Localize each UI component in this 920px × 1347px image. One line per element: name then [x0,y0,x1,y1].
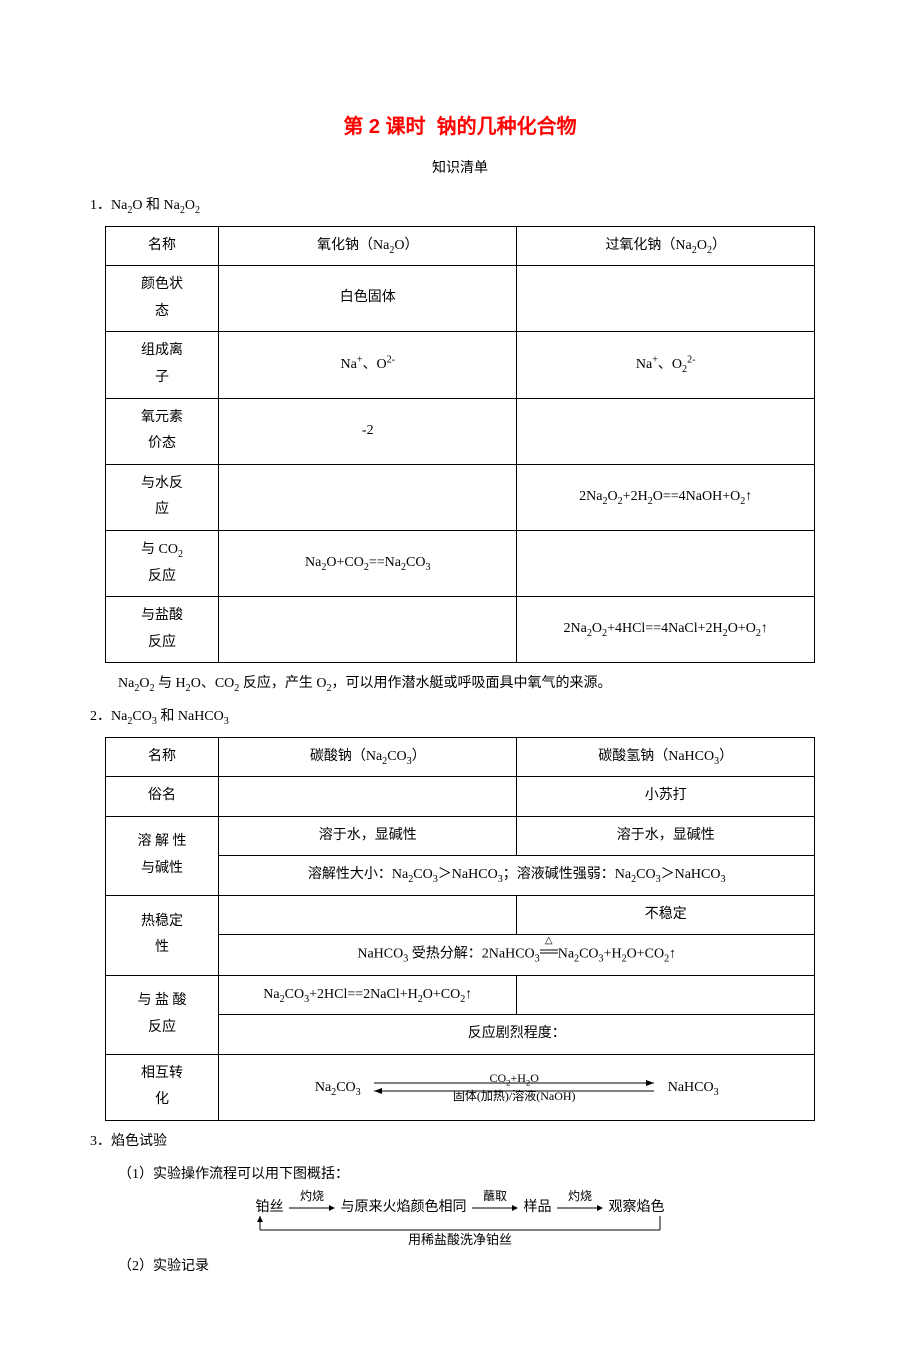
cell: 小苏打 [517,777,815,817]
conv-bottom-label: 固体(加热)/溶液(NaOH) [364,1085,664,1108]
conv-arrows: CO2+H2O 固体(加热)/溶液(NaOH) [364,1069,664,1105]
cell: 反应剧烈程度： [219,1015,815,1055]
cell: Na2CO3+2HCl==2NaCl+H2O+CO2↑ [219,975,517,1015]
cell-label: 颜色状态 [105,266,219,332]
cell: 溶于水，显碱性 [517,816,815,856]
cell: -2 [219,398,517,464]
cell-label: 溶 解 性与碱性 [105,816,219,895]
table-row: 热稳定性 不稳定 [105,895,814,935]
flow-node: 铂丝 [256,1200,284,1215]
cell: 2Na2O2+2H2O==4NaOH+O2↑ [517,464,815,530]
cell-label: 与水反应 [105,464,219,530]
cell-label: 热稳定性 [105,895,219,975]
flow-arrow: 灼烧 [289,1203,335,1213]
section1-heading: 1．Na2O 和 Na2O2 [90,193,830,220]
cell: 碳酸钠（Na2CO3） [219,737,517,777]
cell-label: 氧元素价态 [105,398,219,464]
table-row: 名称 碳酸钠（Na2CO3） 碳酸氢钠（NaHCO3） [105,737,814,777]
cell: 氧化钠（Na2O） [219,226,517,266]
cell: 碳酸氢钠（NaHCO3） [517,737,815,777]
table-row: 颜色状态 白色固体 [105,266,814,332]
cell: 2Na2O2+4HCl==4NaCl+2H2O+O2↑ [517,597,815,663]
flow-arrow-label: 灼烧 [557,1187,603,1204]
flow-arrow: 灼烧 [557,1203,603,1213]
cell: 溶于水，显碱性 [219,816,517,856]
cell-label: 俗名 [105,777,219,817]
flow-arrow: 蘸取 [472,1203,518,1213]
cell-label: 名称 [105,737,219,777]
section1-note: Na2O2 与 H2O、CO2 反应，产生 O2，可以用作潜水艇或呼吸面具中氧气… [90,671,830,698]
page-title: 第 2 课时 钠的几种化合物 [90,110,830,139]
cell: Na+、O2- [219,332,517,398]
arrow-icon [557,1203,603,1213]
cell [517,398,815,464]
flow-node: 样品 [524,1200,552,1215]
flow-node: 与原来火焰颜色相同 [341,1200,467,1215]
table-row: 名称 氧化钠（Na2O） 过氧化钠（Na2O2） [105,226,814,266]
cell [517,266,815,332]
table-na2o: 名称 氧化钠（Na2O） 过氧化钠（Na2O2） 颜色状态 白色固体 组成离子 … [105,226,815,664]
cell-label: 相互转化 [105,1054,219,1120]
cell: Na+、O22- [517,332,815,398]
section3-p2: （2）实验记录 [90,1254,830,1281]
section3-heading: 3．焰色试验 [90,1129,830,1156]
table-row: 组成离子 Na+、O2- Na+、O22- [105,332,814,398]
table-row: 相互转化 Na2CO3 CO2+H2O 固体(加热)/溶液(NaOH) NaHC… [105,1054,814,1120]
table-row: 与 CO2反应 Na2O+CO2==Na2CO3 [105,530,814,596]
arrow-icon [472,1203,518,1213]
table-row: 氧元素价态 -2 [105,398,814,464]
section3-p1: （1）实验操作流程可以用下图概括： [90,1162,830,1189]
flow-arrow-label: 蘸取 [472,1187,518,1204]
cell: Na2O+CO2==Na2CO3 [219,530,517,596]
cell-label: 与盐酸反应 [105,597,219,663]
cell [219,777,517,817]
arrow-icon [289,1203,335,1213]
page-subtitle: 知识清单 [90,157,830,177]
flow-loop-label: 用稀盐酸洗净铂丝 [408,1232,512,1246]
flow-arrow-label: 灼烧 [289,1187,335,1204]
cell [517,530,815,596]
page: 第 2 课时 钠的几种化合物 知识清单 1．Na2O 和 Na2O2 名称 氧化… [0,0,920,1347]
cell [517,975,815,1015]
cell-label: 组成离子 [105,332,219,398]
section2-heading: 2．Na2CO3 和 NaHCO3 [90,704,830,731]
cell: 白色固体 [219,266,517,332]
cell: 过氧化钠（Na2O2） [517,226,815,266]
cell-label: 与 盐 酸反应 [105,975,219,1054]
flow-loopback-icon: 用稀盐酸洗净铂丝 [240,1216,680,1246]
cell: NaHCO3 受热分解：2NaHCO3△Na2CO3+H2O+CO2↑ [219,935,815,975]
cell-label: 与 CO2反应 [105,530,219,596]
flow-diagram: 铂丝 灼烧 与原来火焰颜色相同 蘸取 样品 灼烧 观察焰色 用稀盐酸洗净铂丝 [90,1196,830,1246]
table-row: 与盐酸反应 2Na2O2+4HCl==4NaCl+2H2O+O2↑ [105,597,814,663]
cell: 溶解性大小：Na2CO3＞NaHCO3；溶液碱性强弱：Na2CO3＞NaHCO3 [219,856,815,896]
flow-node: 观察焰色 [609,1200,665,1215]
table-row: 与 盐 酸反应 Na2CO3+2HCl==2NaCl+H2O+CO2↑ [105,975,814,1015]
cell: 不稳定 [517,895,815,935]
table-row: 俗名 小苏打 [105,777,814,817]
cell [219,464,517,530]
conv-left: Na2CO3 [315,1080,361,1095]
cell-label: 名称 [105,226,219,266]
cell [219,895,517,935]
table-na2co3: 名称 碳酸钠（Na2CO3） 碳酸氢钠（NaHCO3） 俗名 小苏打 溶 解 性… [105,737,815,1121]
cell [219,597,517,663]
table-row: 溶 解 性与碱性 溶于水，显碱性 溶于水，显碱性 [105,816,814,856]
cell-interconvert: Na2CO3 CO2+H2O 固体(加热)/溶液(NaOH) NaHCO3 [219,1054,815,1120]
table-row: 与水反应 2Na2O2+2H2O==4NaOH+O2↑ [105,464,814,530]
conv-right: NaHCO3 [668,1080,719,1095]
